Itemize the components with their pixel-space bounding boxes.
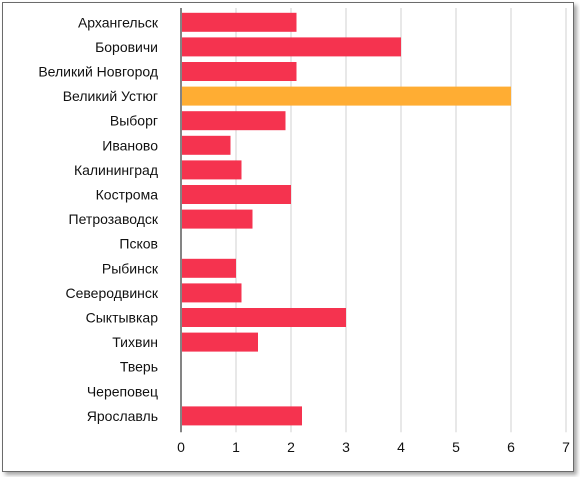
category-label-15: Тверь [120,359,158,375]
category-label-13: Сыктывкар [86,310,159,326]
x-tick-label-2: 2 [287,439,295,455]
bar-8 [182,185,291,204]
category-label-4: Великий Устюг [63,88,158,104]
bar-17 [182,406,302,426]
category-label-5: Выборг [110,113,158,129]
bar-3 [182,62,297,81]
x-tick-label-1: 1 [232,439,240,455]
x-tick-label-7: 7 [562,439,570,455]
category-label-10: Псков [119,236,158,252]
category-label-1: Архангельск [78,14,159,30]
x-tick-label-6: 6 [507,439,515,455]
category-label-16: Череповец [87,383,158,399]
bar-12 [182,283,242,303]
bar-13 [182,308,346,327]
bar-11 [182,258,236,278]
x-tick-label-5: 5 [452,439,460,455]
bar-9 [182,209,253,229]
x-tick-label-0: 0 [177,439,185,455]
category-label-8: Кострома [96,187,159,203]
x-tick-label-4: 4 [397,439,405,455]
bar-1 [182,12,297,32]
bar-2 [182,37,401,57]
category-label-3: Великий Новгород [38,64,158,80]
bars [182,12,511,426]
bar-6 [182,135,231,155]
category-label-11: Рыбинск [102,260,159,276]
category-label-9: Петрозаводск [69,211,159,227]
category-label-17: Ярославль [87,408,158,424]
category-label-2: Боровичи [95,39,158,55]
category-labels: Архангельск Боровичи Великий Новгород Велик… [38,14,159,424]
bar-5 [182,111,286,131]
x-tick-label-3: 3 [342,439,350,455]
category-label-12: Северодвинск [65,285,158,301]
x-tick-labels: 0 1 2 3 4 5 6 7 [177,439,570,455]
bar-14 [182,332,258,352]
category-label-14: Тихвин [112,334,158,350]
bar-4 [182,86,511,106]
category-label-6: Иваново [102,137,158,153]
bar-7 [182,160,242,180]
category-label-7: Калининград [74,162,158,178]
